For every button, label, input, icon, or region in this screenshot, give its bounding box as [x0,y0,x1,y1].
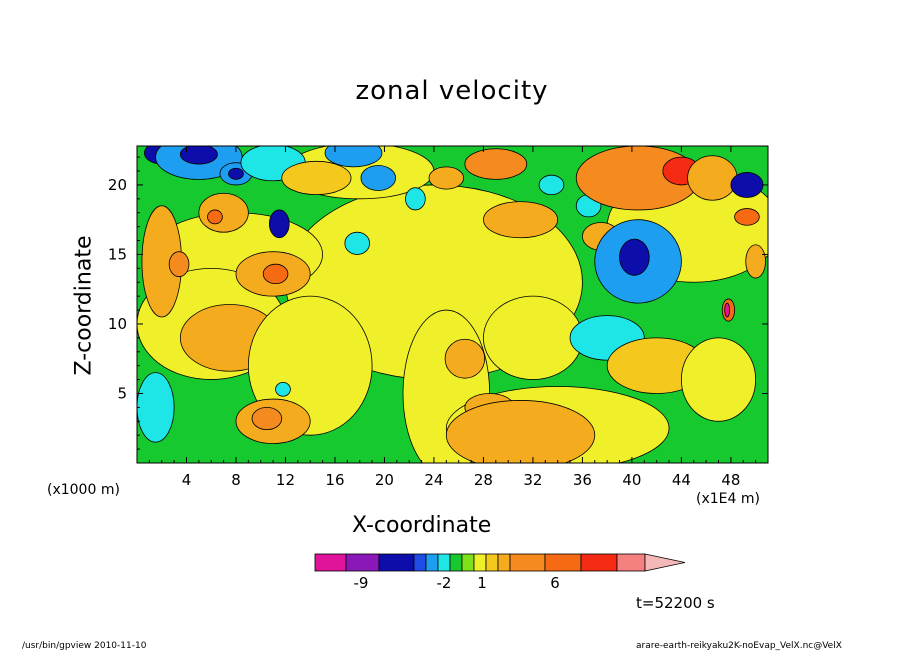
contour-blob [198,192,249,233]
contour-blob [275,381,291,397]
contour-blob [168,251,190,278]
x-tick-label: 16 [325,471,344,489]
contour-blob [207,209,223,225]
x-tick-label: 28 [474,471,493,489]
plot-frame [136,145,769,464]
contour-blob [268,209,290,239]
contour-blob [344,231,371,255]
contour-blob [538,174,565,196]
x-tick-label: 44 [672,471,691,489]
colorbar-segment [425,553,439,572]
colorbar-label: -9 [354,574,369,592]
contour-blob [428,166,465,190]
x-tick-label: 24 [424,471,443,489]
contour-blob [483,201,559,239]
contour-blob [730,172,764,198]
colorbar-extend-arrow [644,553,686,572]
colorbar-segment [449,553,463,572]
x-tick-label: 36 [573,471,592,489]
x-tick-label: 20 [375,471,394,489]
colorbar-segment [314,553,347,572]
x-tick-label: 4 [182,471,192,489]
y-tick-label: 20 [108,176,127,194]
contour-blob [483,295,583,380]
contour-blob [324,146,383,168]
contour-blob [734,208,760,226]
y-axis: 5 10 15 20 [108,156,768,450]
x-axis-unit-left: (x1000 m) [47,482,120,498]
x-tick-label: 32 [523,471,542,489]
contour-blob [745,244,766,279]
x-tick-label: 12 [276,471,295,489]
colorbar-segment [544,553,582,572]
y-tick-label: 5 [117,384,127,402]
x-axis-unit: (x1E4 m) [696,491,760,507]
colorbar-segment [437,553,451,572]
plot-area [137,146,768,463]
y-axis-label: Z-coordinate [71,235,97,375]
contour-blob [687,155,738,201]
footer-filename: arare-earth-reikyaku2K-noEvap_VelX.nc@Ve… [636,641,842,651]
colorbar-segment [485,553,499,572]
contour-blob [228,167,244,180]
time-annotation: t=52200 s [636,594,715,612]
colorbar: -9 -2 1 6 [314,553,686,592]
colorbar-label: 6 [550,574,560,592]
colorbar-segment [461,553,475,572]
y-tick-label: 15 [108,245,127,263]
colorbar-segment [509,553,546,572]
contour-blob [444,338,486,379]
x-axis-label: X-coordinate [352,513,492,538]
contour-blob [251,406,283,431]
contour-blob [464,148,528,180]
colorbar-segment [473,553,487,572]
contour-blob [680,337,757,422]
x-axis: 4 8 12 16 20 24 28 32 36 40 44 48 [148,146,757,489]
contour-blob [137,372,175,443]
x-tick-label: 48 [721,471,740,489]
x-tick-label: 8 [231,471,241,489]
colorbar-segment [413,553,427,572]
footer-program: /usr/bin/gpview 2010-11-10 [22,641,147,651]
contour-blob [281,160,352,196]
chart-title: zonal velocity [355,76,549,106]
colorbar-segment [616,553,646,572]
y-tick-label: 10 [108,315,127,333]
colorbar-segment [580,553,618,572]
contour-blobs [137,146,766,463]
colorbar-label: -2 [437,574,452,592]
colorbar-segment [378,553,415,572]
contour-blob [405,187,426,211]
colorbar-segment [345,553,380,572]
contour-blob [619,238,650,276]
contour-blob [724,302,731,318]
contour-blob [262,263,289,285]
colorbar-segment [497,553,511,572]
colorbar-label: 1 [477,574,487,592]
contour-blob [179,146,218,165]
contour-blob [360,165,396,191]
x-tick-label: 40 [622,471,641,489]
contour-blob [445,400,596,463]
